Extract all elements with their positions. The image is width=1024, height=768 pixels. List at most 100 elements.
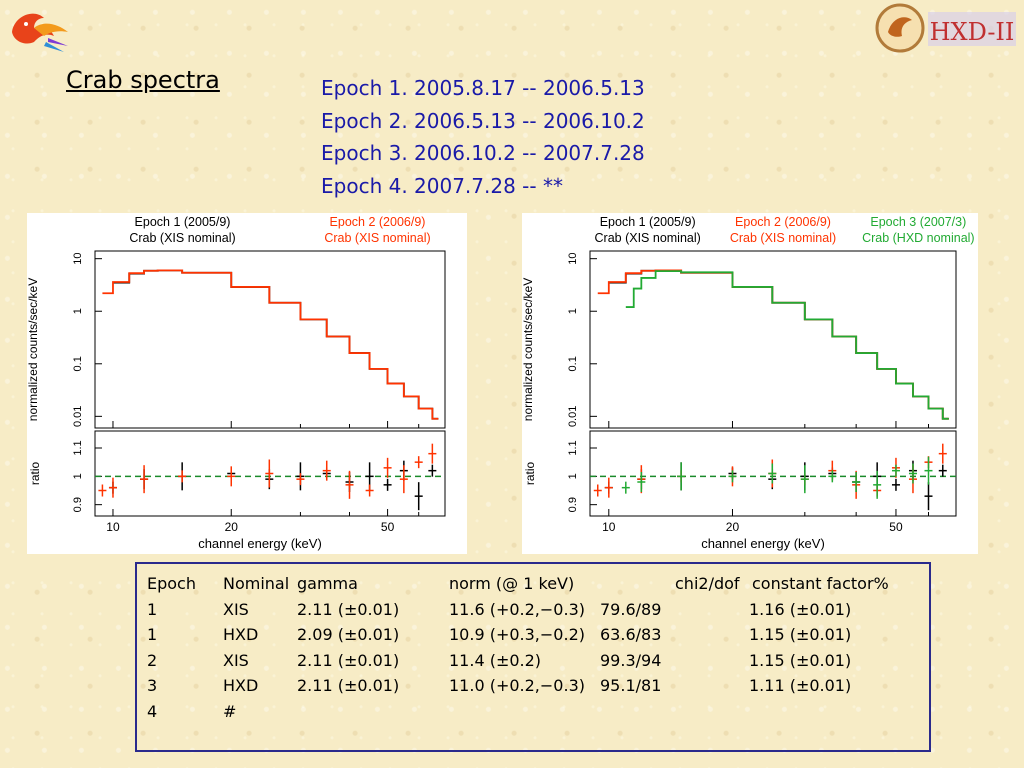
spectrum-series [608,269,949,420]
legend-label: Crab (HXD nominal) [862,231,975,245]
x-axis-label: channel energy (keV) [198,536,322,551]
x-tick-label: 20 [225,520,239,534]
ratio-point [604,477,613,498]
ratio-point [399,465,408,494]
ratio-point [908,463,917,484]
ratio-point [365,484,374,497]
table-header-cell: gamma [297,574,358,593]
table-header-cell: Epoch [147,574,196,593]
ratio-point [621,481,630,494]
ratio-tick-label: 0.9 [72,497,84,512]
legend-label: Epoch 1 (2005/9) [135,215,231,229]
epoch-list: Epoch 1. 2005.8.17 -- 2006.5.13 Epoch 2.… [321,72,645,202]
legend-label: Epoch 2 (2006/9) [735,215,831,229]
spectrum-frame [94,250,446,429]
ratio-point [852,472,861,492]
y-tick-label: 1 [72,308,84,314]
y-tick-label: 1 [567,308,579,314]
ratio-tick-label: 1.1 [72,440,84,455]
table-cell: 1.11 (±0.01) [749,676,852,695]
x-tick-label: 10 [106,520,120,534]
table-cell: # [223,701,237,721]
table-header-cell: constant factor% [752,574,889,593]
y-tick-label: 10 [72,253,84,265]
legend-label: Epoch 1 (2005/9) [600,215,696,229]
table-cell: 1.15 (±0.01) [749,650,852,670]
table-cell: 95.1/81 [600,676,662,695]
y-tick-label: 0.1 [72,356,84,371]
legend-label: Crab (XIS nominal) [595,231,701,245]
ratio-point [383,457,392,478]
legend-label: Crab (XIS nominal) [324,231,430,245]
table-cell: 2.11 (±0.01) [297,676,400,695]
spectrum-series [102,269,439,420]
ratio-point [265,459,274,488]
ratio-point [924,482,933,511]
ratio-point [98,484,107,497]
ratio-frame [589,430,957,517]
table-cell: 2.11 (±0.01) [297,599,400,619]
spectrum-chart-2: Epoch 1 (2005/9) Crab (XIS nominal) Epoch … [521,213,978,554]
legend-label: Crab (XIS nominal) [129,231,235,245]
table-cell: 63.6/83 [600,625,662,644]
table-header-cell: chi2/dof [675,574,740,593]
spectrum-chart-2-svg: Epoch 1 (2005/9) Crab (XIS nominal) Epoch … [521,215,975,551]
table-cell: 2.09 (±0.01) [297,625,400,644]
ratio-point [800,465,809,494]
ratio-point [924,456,933,485]
epoch-line: Epoch 2. 2006.5.13 -- 2006.10.2 [321,108,645,133]
ratio-frame [94,430,446,517]
y-axis-label: normalized counts/sec/keV [27,278,40,421]
ratio-point [108,477,117,498]
ratio-point [383,478,392,491]
ratio-point [414,482,423,511]
ratio-point [428,464,437,477]
y-tick-label: 0.01 [567,406,579,427]
table-cell: 79.6/89 [600,599,662,619]
table-cell: 1 [147,599,158,619]
x-tick-label: 50 [889,520,903,534]
fit-results-table: Epoch Nominal gamma norm (@ 1 keV) chi2/dof c… [135,562,931,752]
table-header-cell: norm (@ 1 keV) [449,574,575,593]
hxd-logo-text: HXD-II [930,18,1015,46]
ratio-axis-label: ratio [28,462,42,486]
ratio-point [677,462,686,491]
table-cell: 11.0 (+0.2,−0.3) [449,676,585,695]
y-tick-label: 0.01 [72,406,84,427]
table-cell: XIS [223,599,249,619]
ratio-point [593,484,602,497]
bird-logo [4,2,72,54]
ratio-point [768,463,777,484]
ratio-tick-label: 0.9 [567,497,579,512]
ratio-point [891,478,900,491]
table-cell: 1.16 (±0.01) [749,599,852,619]
table-cell: HXD [223,625,259,644]
ratio-point [227,466,236,487]
legend-label: Epoch 3 (2007/3) [870,215,966,229]
x-tick-label: 50 [381,520,395,534]
epoch-line: Epoch 1. 2005.8.17 -- 2006.5.13 [321,76,645,100]
spectrum-series [625,270,949,420]
ratio-point [322,460,331,481]
x-tick-label: 20 [726,520,740,534]
table-cell: 11.6 (+0.2,−0.3) [449,599,585,619]
ratio-tick-label: 1 [72,473,84,479]
table-cell: 2 [147,650,158,670]
hxd-logo: HXD-II [874,2,1020,54]
ratio-point [345,470,354,499]
y-axis-label: normalized counts/sec/keV [522,278,535,421]
ratio-point [873,470,882,499]
spectrum-series [597,269,949,420]
x-tick-label: 10 [602,520,616,534]
table-cell: 4 [147,701,158,721]
spectrum-series [112,269,439,420]
table-cell: 1 [147,625,158,644]
spectrum-chart-1-svg: Epoch 1 (2005/9) Crab (XIS nominal) Epoch … [26,215,446,551]
ratio-point [728,470,737,483]
ratio-axis-label: ratio [523,462,537,486]
ratio-point [637,472,646,492]
spectrum-frame [589,250,957,429]
ratio-point [296,473,305,486]
table-cell: 2.11 (±0.01) [297,650,400,670]
ratio-point [938,443,947,464]
